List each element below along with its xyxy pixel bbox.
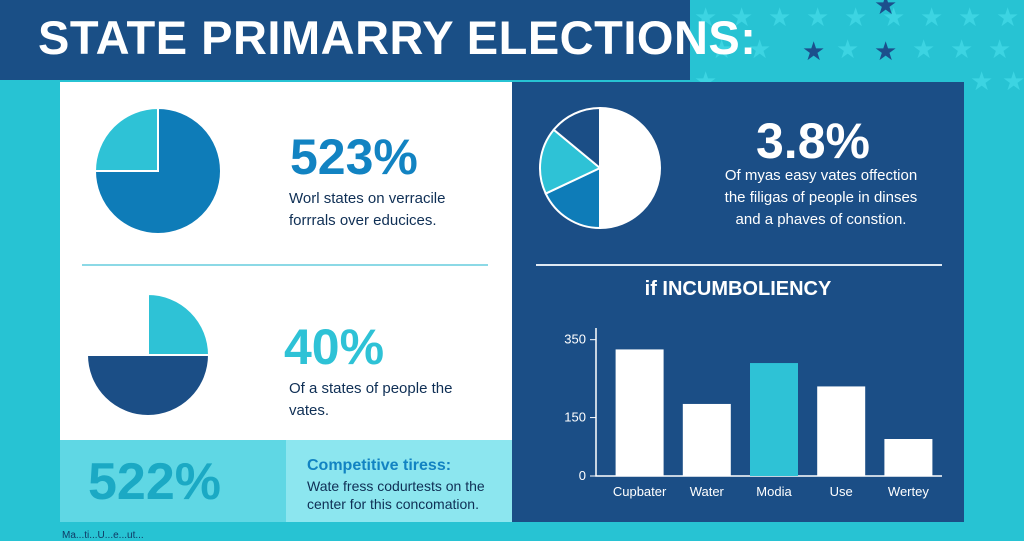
star-icon: ★ xyxy=(1002,66,1024,96)
star-icon: ★ xyxy=(874,0,898,20)
star-icon: ★ xyxy=(768,2,792,32)
stat-description-2: Of a states of people the vates. xyxy=(289,380,453,419)
bottom-stat-tile xyxy=(60,440,286,522)
star-icon: ★ xyxy=(730,2,754,32)
pie-slice xyxy=(599,106,661,230)
star-icon: ★ xyxy=(836,34,860,64)
x-tick-label: Cupbater xyxy=(613,484,667,499)
star-icon: ★ xyxy=(874,36,898,66)
x-tick-label: Modia xyxy=(756,484,792,499)
divider-left xyxy=(82,264,488,266)
star-icon: ★ xyxy=(802,36,826,66)
stat-value-4: 3.8% xyxy=(756,113,870,169)
header-band xyxy=(0,0,690,80)
star-icon: ★ xyxy=(920,2,944,32)
star-icon: ★ xyxy=(970,66,994,96)
bar-use xyxy=(817,386,866,476)
stat-value-3: 522% xyxy=(88,453,221,511)
bar-modia xyxy=(750,363,798,476)
pie-chart-3 xyxy=(539,106,661,230)
bar-cupbater xyxy=(615,349,664,476)
y-tick-label: 0 xyxy=(579,468,586,483)
stat-label-3: Competitive tiress: xyxy=(307,457,452,474)
bar-chart: 0 150 350 Cupbater Water Modia Use Wertey xyxy=(564,328,942,499)
star-icon: ★ xyxy=(844,2,868,32)
pie-slice xyxy=(85,292,149,356)
stat-value-2: 40% xyxy=(284,319,385,375)
bar-wertey xyxy=(884,439,933,476)
pie-slice xyxy=(95,108,159,172)
stat-description-4: Of myas easy vates offection the filigas… xyxy=(724,167,918,228)
footer-note: Ma...ti...U...e...ut... xyxy=(62,530,144,541)
star-icon: ★ xyxy=(996,2,1020,32)
star-icon: ★ xyxy=(882,2,906,32)
y-tick-label: 350 xyxy=(564,332,586,347)
page-title: STATE PRIMARRY ELECTIONS: xyxy=(38,11,757,64)
pie-chart-1 xyxy=(95,108,222,235)
star-icon: ★ xyxy=(806,2,830,32)
bar-water xyxy=(682,403,731,476)
pie-slice xyxy=(147,292,211,356)
stat-value-1: 523% xyxy=(290,129,418,185)
pie-slice xyxy=(539,128,602,195)
star-icon: ★ xyxy=(988,34,1012,64)
x-tick-label: Use xyxy=(830,484,853,499)
star-icon: ★ xyxy=(694,2,718,32)
stars-decoration: ★ ★ ★ ★ ★ ★ ★ ★ ★ ★ ★ ★ ★ ★ ★ ★ ★ ★ ★ ★ … xyxy=(690,0,1024,100)
pie-chart-2 xyxy=(85,292,211,417)
y-tick-label: 150 xyxy=(564,410,586,425)
chart-title: if INCUMBOLIENCY xyxy=(644,278,832,300)
star-icon: ★ xyxy=(748,34,772,64)
x-tick-label: Wertey xyxy=(888,484,929,499)
star-icon: ★ xyxy=(958,2,982,32)
x-tick-label: Water xyxy=(690,484,725,499)
stat-description-1: Worl states on verracile forrrals over e… xyxy=(289,190,446,229)
star-icon: ★ xyxy=(950,34,974,64)
pie-slice xyxy=(552,106,601,171)
divider-right xyxy=(536,264,942,266)
star-icon: ★ xyxy=(710,34,734,64)
stat-description-3: Wate fress codurtests on the center for … xyxy=(307,478,485,512)
star-icon: ★ xyxy=(912,34,936,64)
pie-slice xyxy=(85,354,211,417)
pie-slice xyxy=(544,166,601,230)
